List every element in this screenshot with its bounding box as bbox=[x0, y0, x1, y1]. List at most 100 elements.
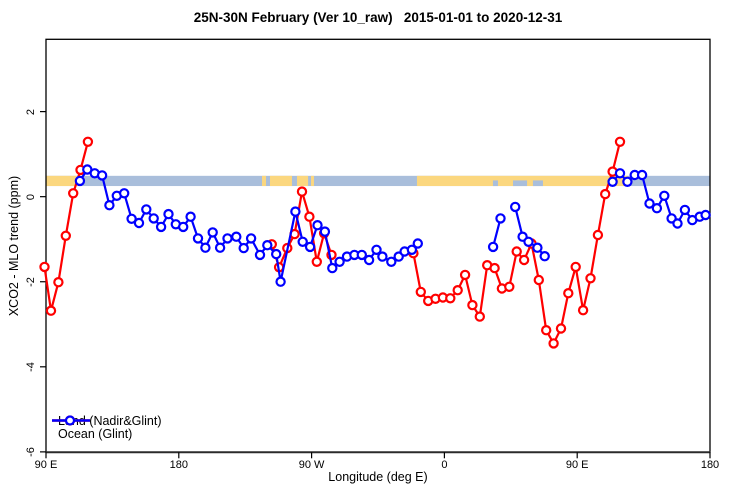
ocean-series-point bbox=[262, 239, 273, 251]
map-band-ocean-speck bbox=[492, 180, 498, 187]
ocean-series-point bbox=[659, 190, 670, 201]
land-series-point bbox=[60, 230, 72, 241]
ocean-series-point bbox=[371, 244, 382, 255]
ocean-series-point bbox=[177, 221, 189, 233]
ocean-series-point bbox=[312, 219, 323, 231]
map-band-ocean bbox=[46, 175, 710, 187]
legend-marker-icon bbox=[52, 415, 90, 426]
land-series-point bbox=[504, 281, 515, 292]
ocean-series-point bbox=[141, 204, 152, 215]
ocean-series-point bbox=[222, 233, 233, 244]
land-series-point bbox=[45, 305, 57, 316]
ocean-series-point bbox=[532, 242, 543, 253]
ocean-series-point bbox=[614, 168, 626, 179]
ocean-series-point bbox=[96, 170, 108, 181]
ocean-series-point bbox=[214, 242, 226, 253]
land-series-point bbox=[467, 299, 478, 311]
land-series-line bbox=[412, 140, 622, 345]
map-band-land-segment bbox=[269, 175, 292, 187]
land-series-point bbox=[296, 186, 308, 197]
ocean-series-point bbox=[231, 231, 242, 242]
ocean-series-point bbox=[539, 251, 550, 262]
map-band-ocean-speck bbox=[532, 180, 543, 187]
ocean-series-point bbox=[254, 249, 266, 261]
legend-label: Ocean (Glint) bbox=[58, 426, 133, 441]
land-series-point bbox=[304, 211, 315, 222]
ocean-series-point bbox=[192, 233, 204, 244]
land-series-point bbox=[585, 273, 596, 284]
y-tick-label: -6 bbox=[25, 446, 37, 457]
land-series-point bbox=[563, 288, 574, 299]
ocean-series-point bbox=[275, 276, 286, 287]
x-tick-label: 90 W bbox=[298, 459, 325, 471]
ocean-series-point bbox=[74, 175, 86, 187]
ocean-series-point bbox=[644, 198, 655, 209]
ocean-series-point bbox=[679, 204, 691, 216]
land-series-point bbox=[311, 256, 322, 267]
ocean-series-point bbox=[377, 251, 388, 262]
x-axis-label: Longitude (deg E) bbox=[328, 470, 428, 484]
ocean-series-point bbox=[163, 208, 174, 220]
ocean-series-point bbox=[700, 209, 711, 221]
land-series-point bbox=[445, 293, 456, 304]
land-series-point bbox=[570, 261, 581, 273]
y-tick-label: -2 bbox=[25, 276, 37, 287]
land-series-point bbox=[541, 325, 552, 336]
land-series-point bbox=[474, 311, 485, 322]
land-series-point bbox=[592, 229, 604, 241]
ocean-series-point bbox=[104, 199, 115, 211]
ocean-series-point bbox=[523, 236, 534, 247]
map-band-land-segment bbox=[311, 175, 314, 187]
y-tick-label: 2 bbox=[25, 108, 37, 115]
y-tick-label: 0 bbox=[25, 193, 37, 200]
chart-title: 25N-30N February (Ver 10_raw) 2015-01-01… bbox=[193, 10, 563, 25]
x-tick-label: 90 E bbox=[34, 459, 58, 471]
map-band-ocean-speck bbox=[513, 180, 528, 187]
ocean-series-point bbox=[238, 242, 249, 254]
land-series-point bbox=[452, 285, 463, 296]
land-series-point bbox=[533, 274, 545, 286]
land-series-point bbox=[511, 246, 522, 257]
ocean-series-point bbox=[672, 218, 683, 229]
ocean-series-point bbox=[510, 201, 521, 213]
land-series-point bbox=[459, 269, 471, 281]
land-series-point bbox=[53, 277, 64, 288]
land-series-point bbox=[518, 254, 530, 266]
ocean-series-point bbox=[636, 169, 648, 181]
land-series-point bbox=[600, 188, 611, 200]
ocean-series-point bbox=[356, 249, 367, 261]
land-series-point bbox=[489, 262, 500, 274]
land-series-point bbox=[67, 188, 79, 199]
ocean-series-point bbox=[363, 254, 375, 266]
land-series-point bbox=[39, 261, 50, 273]
map-band-land-segment bbox=[262, 175, 267, 187]
ocean-series-point bbox=[185, 211, 196, 222]
ocean-series-point bbox=[290, 206, 301, 217]
land-series-point bbox=[577, 305, 589, 316]
ocean-series-point bbox=[133, 217, 145, 229]
land-series-point bbox=[82, 136, 94, 147]
legend: Land (Nadir&Glint) Ocean (Glint) bbox=[50, 414, 162, 441]
x-tick-label: 180 bbox=[169, 459, 188, 471]
ocean-series-point bbox=[304, 241, 316, 253]
x-tick-label: 180 bbox=[700, 459, 720, 471]
ocean-series-point bbox=[271, 248, 282, 260]
ocean-series-point bbox=[319, 226, 331, 237]
map-band-land-segment bbox=[296, 175, 309, 187]
y-axis-label: XCO2 - MLO trend (ppm) bbox=[7, 175, 21, 317]
ocean-series-point bbox=[334, 256, 345, 267]
legend-entry: Ocean (Glint) bbox=[50, 415, 162, 441]
ocean-series-point bbox=[607, 176, 618, 187]
ocean-series-point bbox=[327, 262, 338, 274]
ocean-series-point bbox=[207, 227, 218, 238]
ocean-series-point bbox=[155, 221, 167, 233]
x-tick-label: 90 E bbox=[565, 459, 589, 471]
map-band-land-segment bbox=[46, 175, 79, 187]
land-series-point bbox=[548, 338, 559, 349]
land-series-point bbox=[614, 136, 626, 147]
ocean-series-point bbox=[651, 202, 663, 214]
land-series-point bbox=[555, 323, 567, 334]
ocean-series-point bbox=[495, 213, 506, 224]
